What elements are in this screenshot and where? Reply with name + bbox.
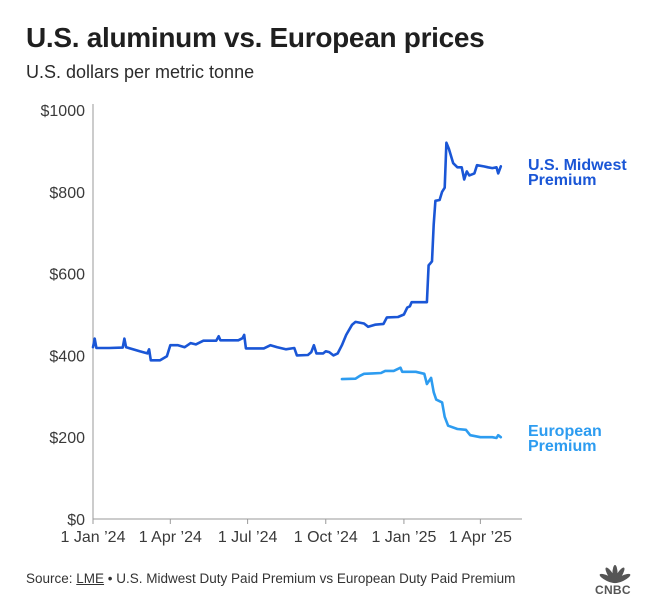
x-tick-label: 1 Apr ’24 [139, 529, 202, 546]
peacock-icon [599, 565, 631, 584]
x-tick-label: 1 Jan ’25 [371, 529, 436, 546]
x-tick-label: 1 Jan ’24 [61, 529, 126, 546]
european-premium-label: European Premium [528, 423, 602, 455]
y-tick-label: $400 [49, 348, 85, 365]
x-tick-label: 1 Oct ’24 [294, 529, 358, 546]
series-labels: U.S. Midwest Premium European Premium [528, 157, 627, 455]
european-premium-line [340, 366, 503, 440]
series-lines [91, 141, 503, 440]
y-tick-label: $1000 [41, 103, 86, 120]
y-tick-label: $600 [49, 267, 85, 284]
y-axis-ticks: $0 $200 $400 $600 $800 $1000 [41, 103, 86, 529]
source-prefix: Source: [26, 571, 77, 586]
x-axis: 1 Jan ’24 1 Apr ’24 1 Jul ’24 1 Oct ’24 1 Ja… [61, 104, 522, 546]
y-tick-label: $800 [49, 185, 85, 202]
cnbc-logo-text: CNBC [595, 583, 631, 597]
y-tick-label: $0 [67, 512, 85, 529]
chart-title: U.S. aluminum vs. European prices [26, 22, 485, 53]
x-tick-label: 1 Jul ’24 [218, 529, 278, 546]
chart-subtitle: U.S. dollars per metric tonne [26, 62, 255, 82]
x-tick-label: 1 Apr ’25 [449, 529, 512, 546]
source-description: • U.S. Midwest Duty Paid Premium vs Euro… [104, 571, 516, 586]
us-midwest-premium-label: U.S. Midwest Premium [528, 157, 627, 189]
us-midwest-premium-line [91, 141, 503, 362]
source-note: Source: LME • U.S. Midwest Duty Paid Pre… [26, 571, 515, 586]
source-link[interactable]: LME [76, 571, 105, 586]
y-tick-label: $200 [49, 430, 85, 447]
